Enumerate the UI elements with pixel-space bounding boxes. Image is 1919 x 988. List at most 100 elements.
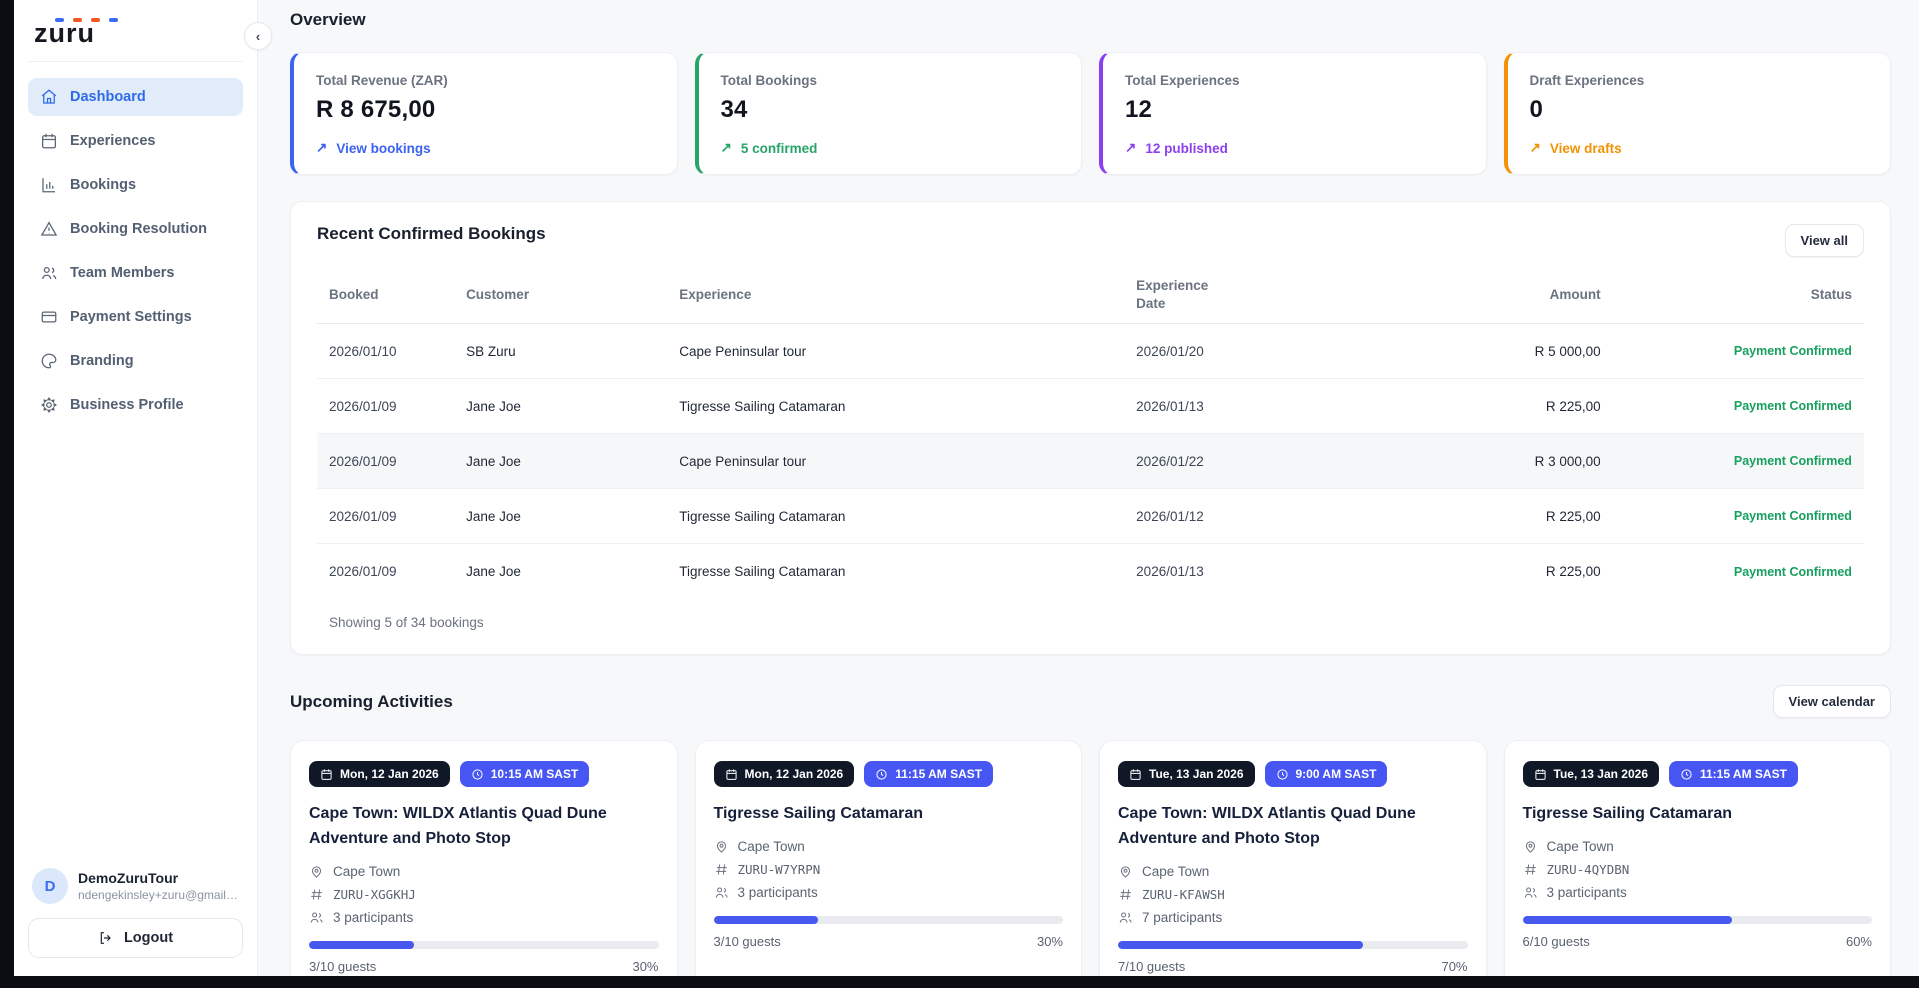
sidebar-item-business-profile[interactable]: Business Profile [28,386,243,424]
credit-card-icon [41,311,57,323]
guest-count-label: 3/10 guests [713,934,781,950]
view-all-button[interactable]: View all [1784,224,1864,257]
logout-icon [100,932,111,944]
hash-icon [715,864,727,875]
home-icon [41,89,57,104]
activity-code: ZURU-4QYDBN [1523,862,1873,877]
stat-card-link[interactable]: ↗ View bookings [316,140,655,156]
table-row[interactable]: 2026/01/09 Jane Joe Tigresse Sailing Cat… [317,379,1864,435]
people-icon [310,912,323,923]
sidebar-item-label: Payment Settings [70,309,192,325]
logo-text: zuru [34,18,95,48]
column-header-amount: Amount [1549,287,1601,303]
activity-code-label: ZURU-W7YRPN [737,862,821,878]
cell-booked: 2026/01/09 [329,398,397,414]
bookings-table-body: 2026/01/10 SB Zuru Cape Peninsular tour … [317,324,1864,599]
column-header-experience-date: Experience Date [1136,278,1209,312]
user-email: ndengekinsley+zuru@gmail.... [78,888,238,902]
people-icon [715,887,728,898]
clock-icon [876,769,887,780]
sidebar-item-experiences[interactable]: Experiences [28,122,243,160]
table-row[interactable]: 2026/01/10 SB Zuru Cape Peninsular tour … [317,324,1864,380]
view-calendar-button[interactable]: View calendar [1772,685,1891,719]
user-profile[interactable]: D DemoZuruTour ndengekinsley+zuru@gmail.… [28,868,243,918]
activity-card[interactable]: Tue, 13 Jan 2026 9:00 AM SAST Cape Town:… [1099,740,1487,976]
stat-card-link[interactable]: ↗ 5 confirmed [721,140,1060,156]
sidebar-item-label: Booking Resolution [70,221,207,237]
table-row[interactable]: 2026/01/09 Jane Joe Cape Peninsular tour… [317,434,1864,490]
cell-customer: Jane Joe [466,564,521,580]
guest-progress-bar [713,916,1063,925]
activity-participants-label: 7 participants [1142,910,1223,926]
activity-title: Tigresse Sailing Catamaran [1522,805,1733,823]
cell-customer: Jane Joe [466,508,521,524]
cell-booked: 2026/01/09 [329,453,397,469]
stat-card-link[interactable]: ↗ View drafts [1530,140,1869,156]
sidebar-item-bookings[interactable]: Bookings [28,166,243,204]
stat-card: Total Bookings 34 ↗ 5 confirmed [694,52,1082,175]
upcoming-activities-title: Upcoming Activities [290,691,453,711]
guest-percent-label: 30% [1036,934,1063,950]
palette-icon [41,353,57,369]
activity-title: Tigresse Sailing Catamaran [713,805,924,823]
cell-booked: 2026/01/09 [329,564,397,580]
guest-progress-fill [1118,941,1363,950]
logout-label: Logout [123,930,174,946]
date-badge: Tue, 13 Jan 2026 [1118,761,1255,788]
calendar-icon [41,133,57,149]
activity-card[interactable]: Mon, 12 Jan 2026 10:15 AM SAST Cape Town… [290,740,678,976]
activity-participants-label: 3 participants [1546,885,1627,901]
logo-accent-marks [55,18,118,22]
date-badge-label: Tue, 13 Jan 2026 [1149,767,1244,782]
guest-percent-label: 30% [632,959,659,975]
cell-experience-date: 2026/01/13 [1136,564,1204,580]
cell-amount: R 225,00 [1545,508,1601,524]
table-row[interactable]: 2026/01/09 Jane Joe Tigresse Sailing Cat… [317,489,1864,545]
recent-bookings-panel: Recent Confirmed Bookings View all Booke… [290,201,1891,656]
activity-cards: Mon, 12 Jan 2026 10:15 AM SAST Cape Town… [290,740,1891,976]
main-content: Overview Total Revenue (ZAR) R 8 675,00 … [258,0,1919,976]
activity-location: Cape Town [309,864,659,879]
activity-code-label: ZURU-XGGKHJ [333,887,416,903]
warning-triangle-icon [40,221,58,236]
stat-label: Total Experiences [1125,73,1240,88]
cell-experience: Tigresse Sailing Catamaran [679,508,846,524]
guest-progress-bar [1118,941,1468,950]
table-row[interactable]: 2026/01/09 Jane Joe Tigresse Sailing Cat… [317,544,1864,599]
status-badge: Payment Confirmed [1733,564,1852,579]
stat-label: Total Revenue (ZAR) [316,73,448,88]
column-header-status: Status [1810,287,1852,303]
time-badge: 11:15 AM SAST [1669,761,1798,788]
sidebar-item-booking-resolution[interactable]: Booking Resolution [28,210,243,248]
cell-customer: Jane Joe [466,398,521,414]
logout-button[interactable]: Logout [28,918,243,958]
column-header-experience: Experience [679,287,752,303]
sidebar: zuru Dashboard Experiences Bookings Book… [14,0,258,976]
cell-customer: Jane Joe [466,453,521,469]
overview-title: Overview [290,10,366,29]
people-icon [1119,912,1132,923]
chevron-left-icon: ‹ [255,28,261,44]
activity-title: Cape Town: WILDX Atlantis Quad Dune Adve… [309,805,607,848]
time-badge: 10:15 AM SAST [459,761,590,788]
guest-percent-label: 70% [1441,959,1468,975]
time-badge-label: 11:15 AM SAST [895,767,983,782]
activity-participants: 3 participants [714,885,1064,900]
sidebar-collapse-button[interactable]: ‹ [244,22,272,50]
arrow-up-right-icon: ↗ [720,140,732,155]
cell-experience-date: 2026/01/13 [1136,398,1204,414]
clock-icon [1681,769,1692,780]
activity-location-label: Cape Town [333,864,401,880]
activity-card[interactable]: Tue, 13 Jan 2026 11:15 AM SAST Tigresse … [1503,740,1891,976]
sidebar-item-dashboard[interactable]: Dashboard [28,78,243,116]
date-badge-label: Tue, 13 Jan 2026 [1553,767,1649,782]
time-badge-label: 9:00 AM SAST [1295,767,1377,782]
stat-card-link[interactable]: ↗ 12 published [1125,140,1464,156]
stat-label: Draft Experiences [1529,73,1645,88]
sidebar-item-team-members[interactable]: Team Members [28,254,243,292]
sidebar-item-branding[interactable]: Branding [28,342,243,380]
calendar-icon [1130,769,1141,780]
sidebar-item-label: Business Profile [70,397,184,413]
activity-card[interactable]: Mon, 12 Jan 2026 11:15 AM SAST Tigresse … [694,740,1082,976]
sidebar-item-payment-settings[interactable]: Payment Settings [28,298,243,336]
